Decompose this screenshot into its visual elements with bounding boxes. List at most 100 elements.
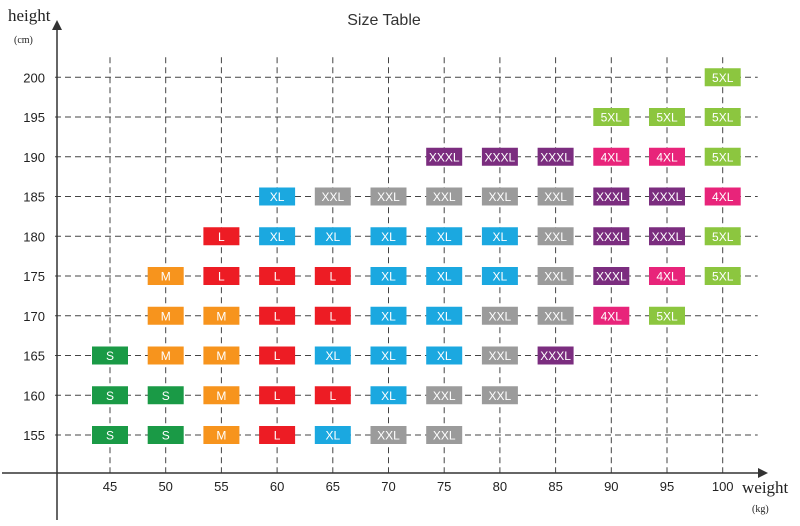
- y-axis-label: height: [8, 6, 51, 25]
- size-badge-label: L: [218, 230, 225, 244]
- size-badge-fill: [370, 227, 407, 246]
- size-badge: XL: [370, 306, 407, 325]
- x-axis-arrow-icon: [758, 468, 768, 478]
- size-badge-label: 4XL: [601, 309, 623, 323]
- size-badge: 4XL: [649, 267, 685, 285]
- size-badge: M: [147, 346, 184, 365]
- size-badge: L: [314, 267, 351, 285]
- size-badge-label: XL: [437, 270, 452, 284]
- size-badge-fill: [259, 346, 296, 365]
- size-badge: XL: [370, 227, 407, 246]
- size-badge-label: M: [216, 429, 226, 443]
- size-badge: XXL: [481, 346, 518, 365]
- tick-labels: 155 160 165 170 175 180 185 190 195 200 45 50 55 60 65…: [23, 70, 733, 494]
- size-badge-label: XXL: [321, 190, 344, 204]
- size-badge: L: [203, 267, 240, 285]
- size-badge-fill: [92, 386, 128, 405]
- size-badge-fill: [649, 108, 685, 126]
- size-badge-label: XXL: [489, 389, 512, 403]
- size-badge: XXXL: [593, 267, 630, 285]
- size-badge: XXXL: [649, 227, 685, 246]
- size-badge: XL: [370, 386, 407, 405]
- size-badge-label: XXXL: [596, 230, 627, 244]
- size-badge-fill: [370, 306, 407, 325]
- size-badge-label: XXL: [377, 429, 400, 443]
- size-badge: XL: [370, 267, 407, 285]
- x-tick-label: 95: [660, 479, 674, 494]
- size-badge: XXL: [314, 187, 351, 206]
- size-badge-fill: [314, 227, 351, 246]
- size-badge-fill: [370, 346, 407, 365]
- x-tick-label: 85: [548, 479, 562, 494]
- x-tick-label: 60: [270, 479, 284, 494]
- size-badge-label: S: [106, 389, 114, 403]
- size-badge-label: L: [274, 270, 281, 284]
- size-badge: XXXL: [426, 147, 463, 166]
- size-badge-fill: [704, 147, 741, 166]
- size-badge-fill: [481, 386, 518, 405]
- size-badge: XXXL: [649, 187, 685, 206]
- size-badge-label: 5XL: [601, 111, 623, 125]
- size-badge-fill: [370, 426, 407, 444]
- size-badge-fill: [259, 227, 296, 246]
- size-badge-label: XXXL: [596, 270, 627, 284]
- size-badge: L: [203, 227, 240, 246]
- size-badge-label: XXL: [433, 190, 456, 204]
- size-badge-label: 4XL: [656, 150, 678, 164]
- size-badge-fill: [593, 108, 630, 126]
- y-tick-label: 180: [23, 229, 45, 244]
- size-badge-fill: [314, 426, 351, 444]
- size-badge-fill: [593, 267, 630, 285]
- size-badge: 4XL: [649, 147, 685, 166]
- size-badge-label: L: [274, 309, 281, 323]
- size-badge-fill: [593, 227, 630, 246]
- size-badge: XL: [481, 267, 518, 285]
- size-badge-label: L: [329, 389, 336, 403]
- size-badge: 5XL: [593, 108, 630, 126]
- size-badge-fill: [649, 267, 685, 285]
- x-tick-label: 75: [437, 479, 451, 494]
- size-badge-fill: [426, 187, 463, 206]
- size-badge-label: XL: [437, 309, 452, 323]
- size-badge-fill: [426, 386, 463, 405]
- size-badge-label: XXXL: [652, 190, 683, 204]
- size-badge: XXL: [537, 306, 574, 325]
- size-badge: M: [147, 306, 184, 325]
- size-badge-label: XXXL: [540, 150, 571, 164]
- size-badge-fill: [481, 306, 518, 325]
- size-badge: M: [203, 426, 240, 444]
- size-badge: XL: [314, 227, 351, 246]
- size-badge-label: XXL: [377, 190, 400, 204]
- size-badge-label: XL: [270, 230, 285, 244]
- x-tick-label: 80: [493, 479, 507, 494]
- size-badge: XXL: [537, 227, 574, 246]
- size-badge-fill: [147, 306, 184, 325]
- size-badge-fill: [314, 346, 351, 365]
- size-badge-fill: [537, 346, 574, 365]
- size-badge-fill: [203, 227, 240, 246]
- size-badge: XXXL: [537, 147, 574, 166]
- size-badge: XXL: [426, 187, 463, 206]
- size-badge-label: XXXL: [485, 150, 516, 164]
- size-badge: 5XL: [704, 147, 741, 166]
- size-badge-fill: [370, 187, 407, 206]
- size-badge-label: XXXL: [652, 230, 683, 244]
- size-badge-fill: [481, 267, 518, 285]
- size-badge: M: [203, 386, 240, 405]
- size-badge-label: XXL: [489, 190, 512, 204]
- size-badge-fill: [704, 68, 741, 87]
- size-badge-fill: [147, 386, 184, 405]
- size-badge-label: S: [106, 429, 114, 443]
- size-badge-fill: [370, 386, 407, 405]
- size-badge: XXL: [370, 426, 407, 444]
- size-badge: XL: [426, 267, 463, 285]
- size-badge-label: 4XL: [656, 270, 678, 284]
- size-badge-fill: [203, 306, 240, 325]
- size-badge: XXXL: [481, 147, 518, 166]
- size-badge-fill: [426, 147, 463, 166]
- size-badge-label: XXXL: [596, 190, 627, 204]
- size-badge-fill: [481, 147, 518, 166]
- chart-title: Size Table: [347, 12, 421, 29]
- size-badge: M: [147, 267, 184, 285]
- size-badge: XXXL: [593, 227, 630, 246]
